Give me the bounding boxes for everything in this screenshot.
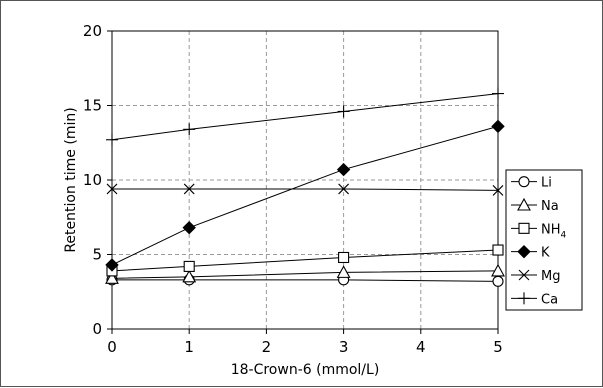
- legend-label-ca: Ca: [541, 292, 558, 307]
- series-k: [105, 119, 505, 272]
- data-point-nh4: [183, 260, 195, 272]
- legend-item-k: K: [511, 244, 550, 261]
- legend: Li Na NH4 K Mg Ca: [505, 169, 583, 311]
- series-li: [106, 274, 504, 287]
- data-series: [105, 87, 505, 287]
- y-tick-label: 10: [83, 171, 102, 189]
- data-point-ca: [183, 123, 196, 136]
- y-tick-label: 5: [92, 246, 102, 264]
- data-point-na: [491, 263, 505, 277]
- series-na: [105, 263, 505, 284]
- data-point-mg: [183, 183, 195, 195]
- x-tick-label: 4: [416, 338, 426, 356]
- legend-label-mg: Mg: [541, 269, 560, 284]
- y-tick-label: 0: [92, 320, 102, 338]
- data-point-na: [105, 271, 119, 284]
- x-tick-label: 5: [493, 338, 503, 356]
- legend-marker: [518, 222, 530, 234]
- series-mg: [106, 183, 504, 196]
- legend-label-li: Li: [541, 176, 552, 191]
- legend-label-nh4: NH4: [541, 222, 567, 240]
- x-axis-label: 18-Crown-6 (mmol/L): [231, 362, 380, 378]
- data-point-na: [182, 269, 197, 283]
- data-point-nh4: [338, 251, 350, 264]
- data-point-nh4: [492, 244, 504, 256]
- legend-marker: [517, 197, 531, 211]
- y-axis-label: Retention time (min): [63, 107, 79, 252]
- legend-label-subscript: 4: [561, 230, 567, 240]
- series-line-nh4: [111, 249, 499, 272]
- data-point-k: [182, 220, 196, 235]
- legend-label-k: K: [541, 246, 550, 261]
- series-ca: [106, 87, 504, 146]
- data-point-mg: [338, 183, 349, 195]
- data-point-mg: [492, 185, 504, 196]
- x-tick-label: 3: [339, 338, 349, 356]
- series-line-ca: [111, 93, 499, 141]
- data-point-na: [336, 265, 351, 278]
- tick-labels: 0 1 2 3 4 5 0 5 10 15 20: [83, 22, 503, 356]
- data-point-mg: [106, 183, 118, 195]
- legend-marker: [518, 269, 530, 281]
- y-tick-label: 15: [83, 97, 102, 115]
- data-point-k: [105, 258, 119, 272]
- grid-lines: [112, 31, 498, 329]
- series-line-li: [112, 279, 499, 282]
- series-line-na: [111, 270, 499, 279]
- series-line-k: [111, 125, 499, 266]
- legend-item-nh4: NH4: [511, 222, 567, 240]
- data-point-ca: [492, 87, 504, 100]
- series-line-mg: [112, 188, 499, 191]
- x-tick-label: 2: [262, 338, 272, 356]
- legend-item-ca: Ca: [511, 292, 558, 307]
- legend-marker: [518, 176, 530, 188]
- y-tick-label: 20: [83, 22, 102, 40]
- legend-item-li: Li: [511, 176, 552, 191]
- axes: [107, 30, 499, 334]
- legend-marker: [517, 244, 531, 259]
- x-tick-label: 0: [107, 338, 117, 356]
- legend-box: [505, 169, 583, 311]
- data-point-li: [492, 275, 504, 287]
- legend-item-na: Na: [511, 197, 559, 214]
- legend-item-mg: Mg: [511, 269, 560, 284]
- x-tick-label: 1: [184, 338, 194, 356]
- data-point-k: [336, 162, 351, 177]
- legend-label-na: Na: [541, 199, 559, 214]
- data-point-ca: [337, 105, 350, 118]
- legend-marker: [518, 292, 530, 305]
- data-point-k: [491, 119, 505, 134]
- data-point-ca: [106, 133, 118, 146]
